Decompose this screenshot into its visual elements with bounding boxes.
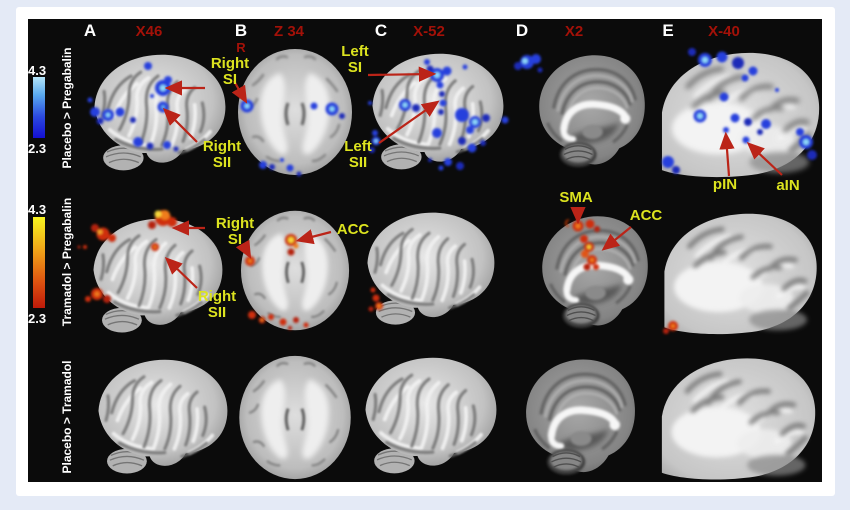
slice-coord-C: X-52 <box>413 23 445 40</box>
label-left-sii-r1: Left SII <box>344 138 372 171</box>
brain-zoom-r1-E <box>662 53 819 177</box>
colorbar-blue <box>33 77 45 138</box>
brain-zoom-r3-E <box>662 358 815 479</box>
panel-letter-C: C <box>374 21 388 40</box>
label-acc-axial-r2: ACC <box>336 221 370 238</box>
panel-letter-A: A <box>83 21 97 40</box>
label-ain-r1: aIN <box>776 177 800 194</box>
colorbar-hot <box>33 217 45 308</box>
brain-sagittal-r2-C <box>367 213 494 325</box>
label-pin-r1: pIN <box>712 176 738 193</box>
brain-zoom-r2-E <box>664 214 816 334</box>
activation-hot-r2-A <box>77 210 177 303</box>
activation-hot-r2-E <box>663 321 678 334</box>
brain-graphics <box>77 19 822 482</box>
brain-axial-r3-B <box>239 356 350 479</box>
slice-coord-A: X46 <box>135 23 163 40</box>
brain-medial-r1-D <box>539 55 645 167</box>
panel-letter-D: D <box>515 21 529 40</box>
annotation-arrows <box>162 66 783 289</box>
label-right-sii-r2: Right SII <box>197 288 237 321</box>
activation-blue-r1-C <box>368 59 490 171</box>
colorbar-hot-max: 4.3 <box>28 202 47 217</box>
activation-hot-r2-C <box>368 287 383 312</box>
activation-blue-r1-E <box>662 48 817 174</box>
slice-coord-D: X2 <box>564 23 584 40</box>
slice-coord-B: Z 34 <box>273 23 305 40</box>
brain-axial-r2-B <box>241 211 349 330</box>
orientation-marker-R: R <box>236 40 246 55</box>
activation-hot-r2-B <box>245 234 309 330</box>
label-right-sii-r1: Right SII <box>202 138 242 171</box>
label-right-si-r2: Right SI <box>215 215 255 248</box>
brain-medial-r2-D <box>542 216 648 328</box>
colorbar-blue-max: 4.3 <box>28 63 47 78</box>
row-label-placebo-pregabalin: Placebo > Pregabalin <box>60 47 74 169</box>
slice-coord-E: X-40 <box>708 23 740 40</box>
brain-medial-r3-D <box>526 359 635 474</box>
brain-sagittal-r3-C <box>365 358 496 474</box>
label-acc-medial-r2: ACC <box>629 207 663 224</box>
figure-panel: 4.3 2.3 4.3 2.3 Placebo > Pregabalin Tra… <box>28 19 822 482</box>
label-left-si-r1: Left SI <box>341 43 369 76</box>
colorbar-blue-min: 2.3 <box>28 141 47 156</box>
activation-blue-r1-D <box>501 54 543 124</box>
row-label-tramadol-pregabalin: Tramadol > Pregabalin <box>60 197 74 327</box>
brain-sagittal-r3-A <box>98 360 227 474</box>
panel-letter-B: B <box>234 21 248 40</box>
label-right-si-r1: Right SI <box>210 55 250 88</box>
panel-letter-E: E <box>662 21 674 40</box>
row-label-placebo-tramadol: Placebo > Tramadol <box>60 360 74 474</box>
label-sma-r2: SMA <box>559 189 593 206</box>
colorbar-hot-min: 2.3 <box>28 311 47 326</box>
